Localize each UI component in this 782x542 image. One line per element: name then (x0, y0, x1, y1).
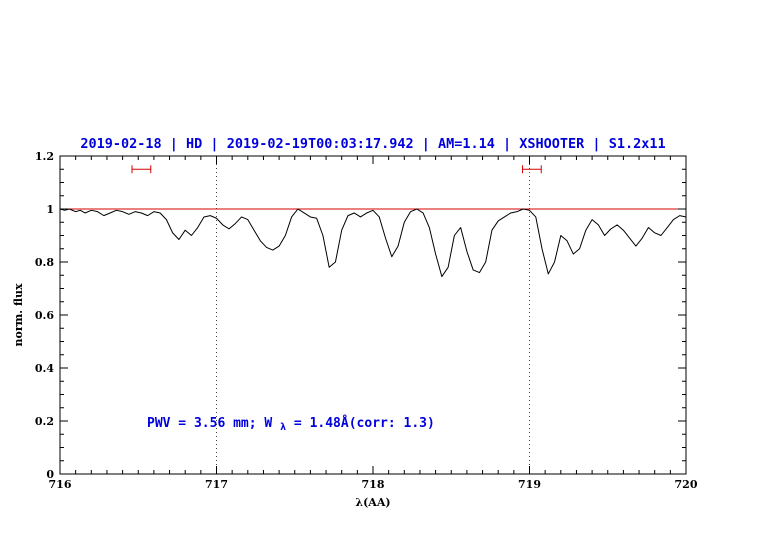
y-tick-label: 0.6 (35, 309, 54, 322)
pwv-annotation: PWV = 3.56 mm; W λ = 1.48Å(corr: 1.3) (147, 415, 435, 434)
x-tick-label: 716 (49, 478, 72, 491)
y-tick-label: 0 (46, 468, 54, 481)
y-ticks: 0 0.2 0.4 0.6 0.8 1 1.2 (35, 150, 686, 481)
x-tick-label: 719 (518, 478, 541, 491)
x-tick-label: 718 (362, 478, 385, 491)
y-tick-label: 1.2 (35, 150, 54, 163)
y-tick-label: 1 (46, 203, 54, 216)
error-bars (131, 165, 542, 174)
y-tick-label: 0.4 (35, 362, 54, 375)
y-axis-label: norm. flux (12, 283, 25, 346)
pwv-annotation-sub: λ (280, 422, 286, 433)
spectrum-line (59, 208, 687, 278)
pwv-annotation-post: = 1.48Å(corr: 1.3) (294, 415, 435, 431)
x-tick-label: 717 (205, 478, 228, 491)
plot-title: 2019-02-18 | HD | 2019-02-19T00:03:17.94… (80, 136, 665, 152)
y-tick-label: 0.2 (35, 415, 54, 428)
pwv-annotation-pre: PWV = 3.56 mm; W (147, 416, 272, 431)
x-tick-label: 720 (675, 478, 698, 491)
y-tick-label: 0.8 (35, 256, 54, 269)
x-axis-label: λ(AA) (355, 496, 390, 509)
x-ticks: 716 717 718 719 720 (49, 156, 698, 491)
